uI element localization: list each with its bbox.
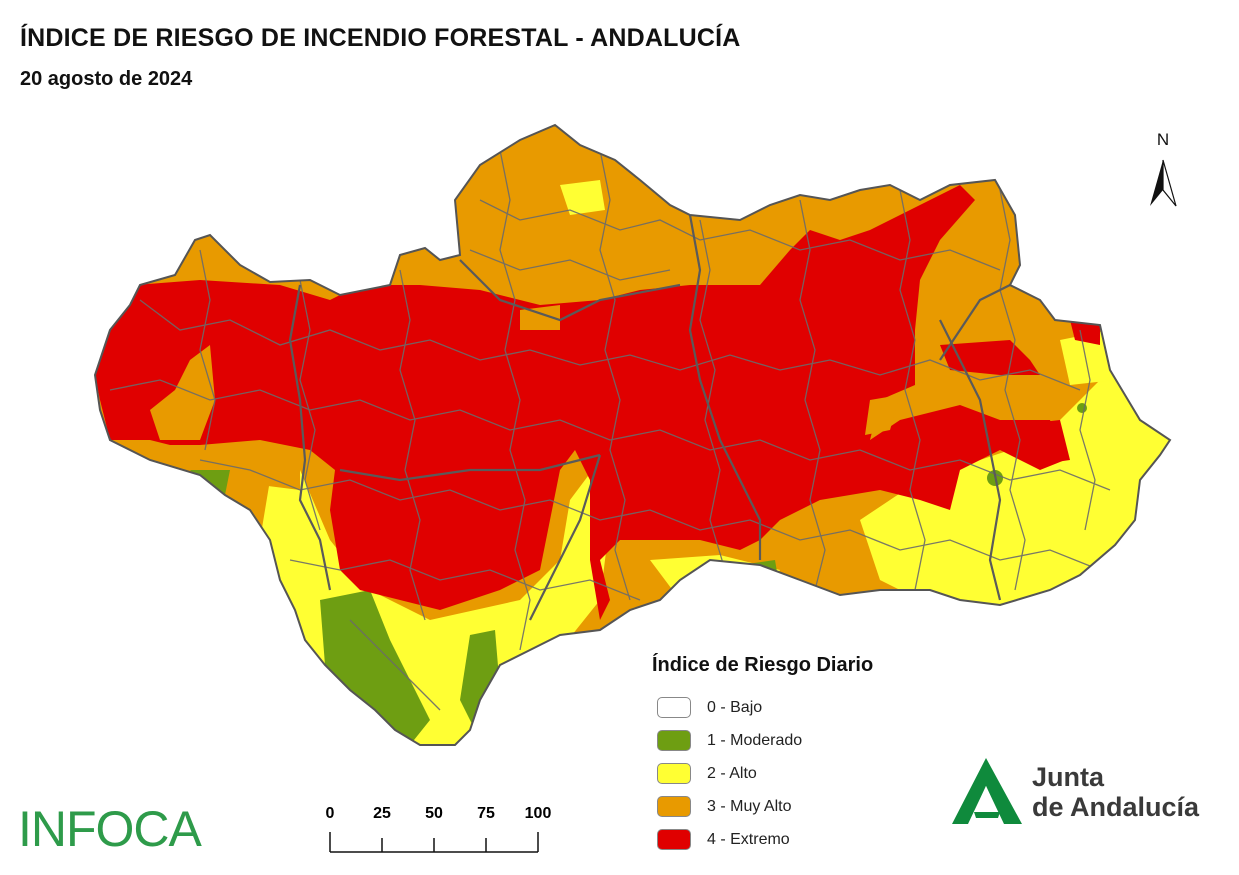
- legend-swatch-extremo: [657, 829, 691, 850]
- junta-line2: de Andalucía: [1032, 792, 1200, 822]
- legend-label: 1 - Moderado: [707, 731, 803, 749]
- scale-tick-label: 50: [425, 805, 443, 822]
- junta-wordmark: Junta de Andalucía: [1032, 762, 1199, 822]
- north-label: N: [1156, 130, 1170, 149]
- legend-item-bajo: 0 - Bajo: [652, 691, 873, 724]
- scale-tick-label: 0: [326, 805, 335, 822]
- legend-label: 3 - Muy Alto: [707, 797, 792, 815]
- legend-swatch-bajo: [657, 697, 691, 718]
- legend-item-alto: 2 - Alto: [652, 757, 873, 790]
- scale-tick-label: 75: [477, 805, 495, 822]
- junta-line1: Junta: [1032, 762, 1105, 792]
- scale-bar-line: [329, 832, 539, 853]
- legend-item-muy-alto: 3 - Muy Alto: [652, 790, 873, 823]
- scale-tick-label: 100: [525, 805, 552, 822]
- legend-title: Índice de Riesgo Diario: [652, 654, 874, 676]
- scale-bar: 0 25 50 75 100 Km: [326, 805, 552, 853]
- north-arrow: N: [1146, 130, 1180, 210]
- legend-item-moderado: 1 - Moderado: [652, 724, 873, 757]
- infoca-logo: INFOCA: [18, 801, 202, 857]
- junta-emblem-icon: [952, 758, 1022, 824]
- legend: Índice de Riesgo Diario 0 - Bajo 1 - Mod…: [652, 654, 873, 856]
- legend-label: 0 - Bajo: [707, 698, 763, 716]
- legend-label: 4 - Extremo: [707, 830, 790, 848]
- map-date: 20 agosto de 2024: [20, 68, 193, 90]
- legend-swatch-alto: [657, 763, 691, 784]
- north-arrow-icon: [1150, 159, 1177, 207]
- junta-de-andalucia-logo: Junta de Andalucía: [948, 756, 1218, 836]
- legend-item-extremo: 4 - Extremo: [652, 823, 873, 856]
- legend-swatch-muy-alto: [657, 796, 691, 817]
- legend-swatch-moderado: [657, 730, 691, 751]
- scale-tick-label: 25: [373, 805, 391, 822]
- map-title: ÍNDICE DE RIESGO DE INCENDIO FORESTAL - …: [20, 24, 741, 52]
- legend-label: 2 - Alto: [707, 764, 757, 782]
